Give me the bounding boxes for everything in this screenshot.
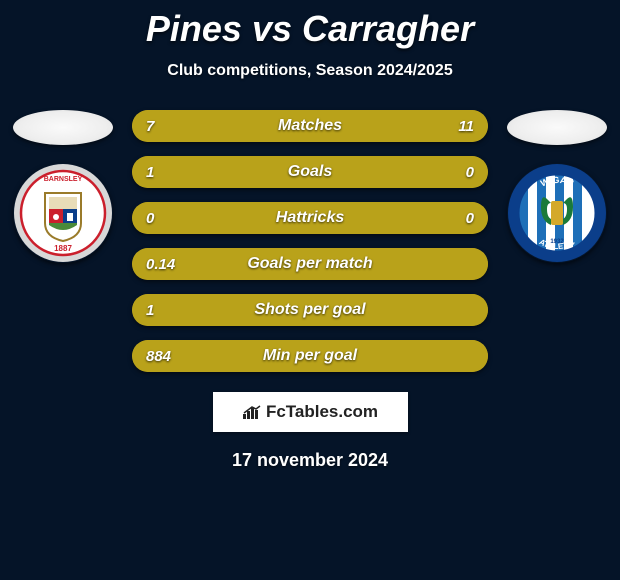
stat-value-left: 0	[146, 210, 154, 227]
stat-label: Goals per match	[247, 255, 372, 273]
stat-label: Goals	[288, 163, 332, 181]
watermark-text: FcTables.com	[266, 402, 378, 422]
stat-label: Min per goal	[263, 347, 357, 365]
stat-row: 1 Shots per goal	[132, 294, 488, 326]
stat-row: 7 Matches 11	[132, 110, 488, 142]
stat-row: 0 Hattricks 0	[132, 202, 488, 234]
page-subtitle: Club competitions, Season 2024/2025	[0, 62, 620, 80]
stat-value-left: 1	[146, 302, 154, 319]
right-player-avatar	[507, 110, 607, 145]
stat-row: 1 Goals 0	[132, 156, 488, 188]
stat-label: Hattricks	[276, 209, 344, 227]
stat-value-right: 11	[458, 118, 474, 135]
stat-fill-right	[417, 156, 488, 188]
page-title: Pines vs Carragher	[0, 0, 620, 50]
main-area: BARNSLEY 1887 7Matches111Goals00Hattrick…	[0, 110, 620, 372]
left-side: BARNSLEY 1887	[8, 110, 118, 263]
stat-value-right: 0	[466, 210, 474, 227]
stat-value-left: 0.14	[146, 256, 175, 273]
right-team-badge: 1932 WIGAN ATHLETIC	[507, 163, 607, 263]
stat-label: Shots per goal	[254, 301, 365, 319]
stat-value-left: 884	[146, 348, 171, 365]
left-team-badge: BARNSLEY 1887	[13, 163, 113, 263]
svg-text:1887: 1887	[54, 244, 72, 253]
stat-row: 0.14 Goals per match	[132, 248, 488, 280]
stat-row: 884 Min per goal	[132, 340, 488, 372]
stat-value-right: 0	[466, 164, 474, 181]
svg-text:BARNSLEY: BARNSLEY	[44, 176, 83, 183]
right-side: 1932 WIGAN ATHLETIC	[502, 110, 612, 263]
wigan-badge-icon: 1932 WIGAN ATHLETIC	[507, 163, 607, 263]
watermark: FcTables.com	[213, 392, 408, 432]
chart-icon	[242, 404, 262, 420]
barnsley-badge-icon: BARNSLEY 1887	[13, 163, 113, 263]
stat-value-left: 1	[146, 164, 154, 181]
stat-label: Matches	[278, 117, 342, 135]
left-player-avatar	[13, 110, 113, 145]
stat-fill-left	[132, 156, 417, 188]
stat-value-left: 7	[146, 118, 154, 135]
date-text: 17 november 2024	[0, 450, 620, 471]
stats-column: 7Matches111Goals00Hattricks00.14Goals pe…	[118, 110, 502, 372]
